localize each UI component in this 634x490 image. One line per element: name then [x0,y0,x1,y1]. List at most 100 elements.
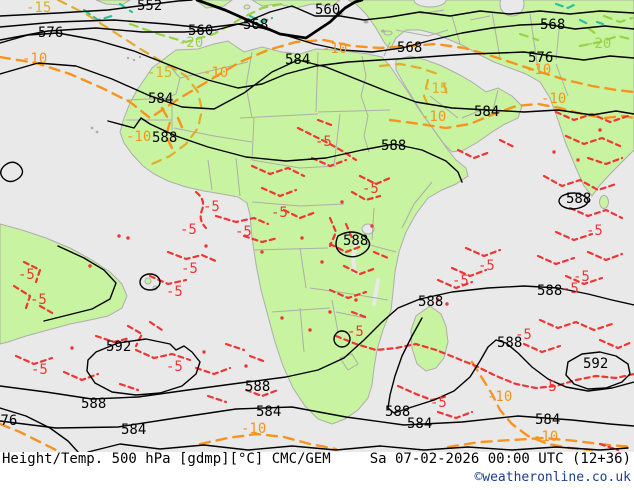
contour-576 [0,32,634,89]
temp-contour-label: -5 [203,199,220,215]
land-cyprus [383,30,393,36]
contour-588-north [107,117,463,183]
temp-contour-label: -5 [515,327,532,343]
map-title: Height/Temp. 500 hPa [gdmp][°C] CMC/GEM [2,451,331,467]
lake-malawi [372,278,380,306]
contour-588-trough [387,317,634,414]
temp-contour-label: -5 [30,292,47,308]
height-contour-label: 592 [106,339,131,355]
land-africa [119,40,469,425]
temp-contour-label: -10 [126,129,151,145]
valid-time: Sa 07-02-2026 00:00 UTC (12+36) [369,451,631,467]
contour-592-closed [565,351,631,390]
temp-contour-label: -5 [181,261,198,277]
height-contour-label: 588 [537,283,562,299]
height-contour-label: 588 [245,379,270,395]
height-contour-label: 584 [285,52,310,68]
height-contour-label: 568 [397,40,422,56]
temp-contour-label: -15 [147,65,172,81]
island-atlantic [144,277,152,285]
height-contour-label: 576 [528,50,553,66]
height-contour-label: 560 [315,2,340,18]
height-contour-label: 584 [121,422,146,438]
height-contour-label: 592 [583,356,608,372]
height-contour-label: 568 [540,17,565,33]
height-contour-label: 560 [188,23,213,39]
contour-small-closed [333,330,351,348]
height-contour-label: 588 [418,294,443,310]
temp-contour-label: -10 [541,91,566,107]
caption-bar: Height/Temp. 500 hPa [gdmp][°C] CMC/GEM … [0,451,634,468]
contour-592-closed [86,338,201,396]
land-south-america [0,223,128,345]
temp-contour-label: -5 [573,269,590,285]
temp-contour-label: -5 [235,224,252,240]
temp-contour-label: -5 [452,273,469,289]
height-contour-label: 588 [343,233,368,249]
height-contour-label: 584 [474,104,499,120]
temp-contours [0,0,634,452]
height-contour-label: 588 [497,335,522,351]
temp-speckles [70,128,602,368]
height-contour-label: 588 [81,396,106,412]
temp-contour--5 [12,110,634,452]
contour-588-south [0,285,634,400]
temp-contour-label: -5 [562,281,579,297]
temp-contour-label: -20 [586,36,611,52]
temp-contour-label: -5 [180,222,197,238]
contour-560 [0,5,634,41]
temp-contour-label: -5 [166,284,183,300]
temp-contour-label: -5 [478,258,495,274]
land-italy-balkans [251,0,341,9]
contour-small-closed [0,161,24,183]
height-contour-label: 584 [407,416,432,432]
height-contour-label: 588 [152,130,177,146]
copyright-link[interactable]: ©weatheronline.co.uk [474,470,631,485]
height-contour-label: 576 [38,25,63,41]
temp-contour--15 [56,0,450,166]
temp-contour-label: -5 [540,379,557,395]
land-masses [0,0,634,425]
temp-contour-label: -5 [271,205,288,221]
height-contour-label: 568 [243,17,268,33]
temp-contour--20 [128,2,634,48]
height-contour-label: 588 [566,191,591,207]
temp-contour-label: -15 [423,81,448,97]
temp-contour--10 [0,38,634,452]
temp-contour-label: -10 [322,41,347,57]
contour-brazil-coast [43,245,117,322]
contour-552 [0,0,193,17]
temp-contour-label: -10 [22,51,47,67]
temp-contour-label: -5 [18,267,35,283]
contour-568 [0,19,634,53]
black-sea [413,0,447,8]
temp-contour-label: -5 [166,359,183,375]
temp-contour-label: -15 [26,0,51,16]
height-contour-label: 588 [381,138,406,154]
temp-contour-label: -10 [241,421,266,437]
temp-contour-label: -5 [362,181,379,197]
height-contours [0,0,634,452]
temp-contour-label: -5 [315,134,332,150]
caspian-sea [499,0,525,17]
temp-contour-label: -5 [347,324,364,340]
height-contour-label: 552 [137,0,162,14]
contour-584 [0,59,634,116]
temp-contour-label: -10 [526,62,551,78]
height-contour-label: 588 [385,404,410,420]
temp-contour-label: -10 [203,65,228,81]
height-contour-label: 584 [535,412,560,428]
temp-contour-labels: -20 -20 -15 -15 -15 -10 -10 -10 -10 -10 -10 -10 -10 -… [18,0,611,445]
height-contour-label: 584 [256,404,281,420]
temp-contour-label: -5 [430,395,447,411]
land-sri-lanka [599,195,609,209]
land-sicily [243,4,251,10]
temp-contour-label: -10 [533,429,558,445]
temp-contour-label: -5 [586,223,603,239]
temp-contour-label: -20 [178,35,203,51]
contour-588-closed [558,192,589,210]
temp-contour-label: -10 [487,389,512,405]
